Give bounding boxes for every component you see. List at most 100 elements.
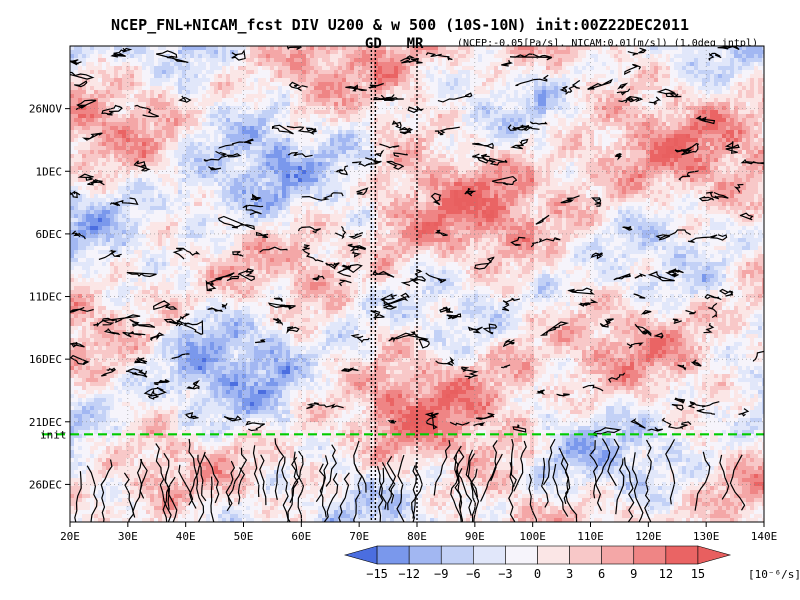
heat-cell: [338, 74, 343, 79]
heat-cell: [214, 142, 219, 147]
heat-cell: [438, 122, 443, 127]
heat-cell: [182, 130, 187, 135]
heat-cell: [454, 106, 459, 111]
heat-cell: [242, 82, 247, 87]
heat-cell: [422, 82, 427, 87]
heat-cell: [350, 50, 355, 55]
heat-cell: [398, 106, 403, 111]
heat-cell: [558, 138, 563, 143]
heat-cell: [650, 150, 655, 155]
heat-cell: [206, 102, 211, 107]
heat-cell: [286, 62, 291, 67]
heat-cell: [698, 78, 703, 83]
heat-cell: [454, 158, 459, 163]
heat-cell: [738, 74, 743, 79]
heat-cell: [542, 142, 547, 147]
heat-cell: [434, 46, 439, 51]
heat-cell: [98, 74, 103, 79]
heat-cell: [170, 118, 175, 123]
heat-cell: [386, 70, 391, 75]
heat-cell: [702, 98, 707, 103]
heat-cell: [334, 158, 339, 163]
heat-cell: [742, 110, 747, 115]
heat-cell: [402, 70, 407, 75]
heat-cell: [762, 46, 764, 51]
heat-cell: [722, 122, 727, 127]
heat-cell: [170, 102, 175, 107]
heat-cell: [614, 118, 619, 123]
heat-cell: [162, 78, 167, 83]
heat-cell: [734, 74, 739, 79]
heat-cell: [690, 142, 695, 147]
heat-cell: [750, 106, 755, 111]
heat-cell: [146, 158, 151, 163]
heat-cell: [566, 110, 571, 115]
heat-cell: [258, 78, 263, 83]
heat-cell: [666, 62, 671, 67]
heat-cell: [166, 86, 171, 91]
heat-cell: [626, 78, 631, 83]
heat-cell: [318, 66, 323, 71]
heat-cell: [546, 66, 551, 71]
heat-cell: [414, 146, 419, 151]
heat-cell: [334, 134, 339, 139]
heat-cell: [602, 70, 607, 75]
heat-cell: [750, 86, 755, 91]
heat-cell: [510, 106, 515, 111]
heat-cell: [266, 114, 271, 119]
heat-cell: [146, 94, 151, 99]
heat-cell: [582, 78, 587, 83]
heat-cell: [642, 154, 647, 159]
heat-cell: [762, 82, 764, 87]
heat-cell: [646, 154, 651, 159]
heat-cell: [118, 90, 123, 95]
heat-cell: [166, 106, 171, 111]
heat-cell: [194, 110, 199, 115]
heat-cell: [506, 50, 511, 55]
heat-cell: [522, 50, 527, 55]
heat-cell: [694, 86, 699, 91]
heat-cell: [162, 158, 167, 163]
heat-cell: [458, 154, 463, 159]
heat-cell: [402, 106, 407, 111]
heat-cell: [550, 122, 555, 127]
heat-cell: [102, 134, 107, 139]
heat-cell: [470, 110, 475, 115]
heat-cell: [262, 50, 267, 55]
heat-cell: [186, 114, 191, 119]
heat-cell: [662, 154, 667, 159]
heat-cell: [742, 50, 747, 55]
heat-cell: [642, 130, 647, 135]
heat-cell: [226, 122, 231, 127]
heat-cell: [306, 46, 311, 51]
heat-cell: [742, 70, 747, 75]
heat-cell: [390, 134, 395, 139]
heat-cell: [322, 82, 327, 87]
heat-cell: [86, 94, 91, 99]
heat-cell: [686, 50, 691, 55]
heat-cell: [638, 70, 643, 75]
heat-cell: [446, 78, 451, 83]
heat-cell: [394, 114, 399, 119]
heat-cell: [310, 102, 315, 107]
heat-cell: [722, 142, 727, 147]
heat-cell: [118, 94, 123, 99]
heat-cell: [534, 98, 539, 103]
heat-cell: [670, 58, 675, 63]
heat-cell: [498, 146, 503, 151]
heat-cell: [438, 70, 443, 75]
heat-cell: [246, 86, 251, 91]
heat-cell: [426, 118, 431, 123]
heat-cell: [74, 86, 79, 91]
heat-cell: [222, 94, 227, 99]
heat-cell: [314, 122, 319, 127]
heat-cell: [570, 118, 575, 123]
heat-cell: [502, 98, 507, 103]
heat-cell: [434, 94, 439, 99]
heat-cell: [178, 126, 183, 131]
heat-cell: [214, 98, 219, 103]
heat-cell: [174, 94, 179, 99]
heat-cell: [302, 90, 307, 95]
heat-cell: [230, 70, 235, 75]
heat-cell: [554, 122, 559, 127]
